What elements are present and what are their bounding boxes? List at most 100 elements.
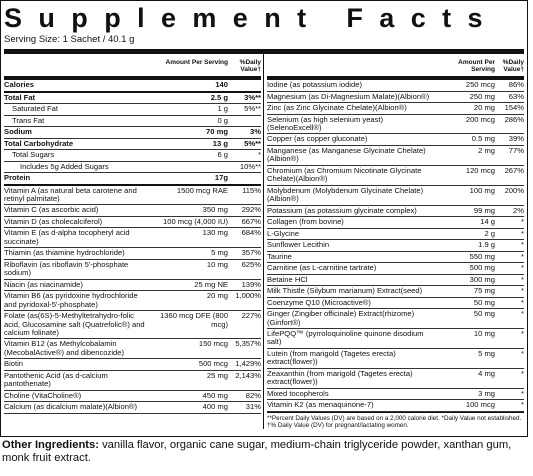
nutrient-amount: 120 mcg <box>465 165 495 175</box>
nutrient-amount: 20 mg <box>206 291 228 301</box>
nutrient-row: Saturated Fat 1 g 5%** <box>4 104 261 116</box>
nutrient-dv: * <box>521 297 524 307</box>
nutrient-row: Calories 140 <box>4 80 261 93</box>
nutrient-dv: 77% <box>508 145 524 155</box>
nutrient-row: Manganese (as Manganese Glycinate Chelat… <box>267 146 524 166</box>
nutrient-amount: 140 <box>215 80 228 89</box>
nutrient-name: Collagen (from bovine) <box>267 217 344 227</box>
nutrient-row: Copper (as copper gluconate) 0.5 mg 39% <box>267 134 524 146</box>
nutrient-name: Folate (as(6S)-5-Methyltetrahydro-folic … <box>4 311 145 337</box>
nutrient-dv: * <box>521 388 524 398</box>
nutrient-row: Sunflower Lecithin 1.9 g * <box>267 240 524 252</box>
nutrient-dv: 227% <box>241 311 261 321</box>
nutrient-dv: * <box>521 240 524 250</box>
nutrient-dv: * <box>521 217 524 227</box>
nutrient-amount: 300 mg <box>469 274 495 284</box>
nutrient-name: Coenzyme Q10 (Microactive®) <box>267 297 371 307</box>
nutrient-name: Vitamin K2 (as menaquinone-7) <box>267 400 374 410</box>
nutrient-dv: 1,000% <box>235 291 261 301</box>
nutrient-name: Vitamin A (as natural beta carotene and … <box>4 185 137 203</box>
nutrient-dv: 3%** <box>244 92 261 102</box>
nutrient-dv: 154% <box>504 103 524 112</box>
spacer <box>231 117 261 125</box>
nutrient-dv: 2,143% <box>235 370 261 380</box>
nutrient-row: Mixed tocopherols 3 mg * <box>267 389 524 401</box>
nutrient-dv: * <box>521 274 524 284</box>
nutrient-name: Calcium (as dicalcium malate)(Albion®) <box>4 402 138 412</box>
column-header: Amount Per Serving %Daily Value† <box>267 54 524 80</box>
nutrient-dv: * <box>521 228 524 238</box>
nutrient-name: Zeaxanthin (from marigold (Tagetes erect… <box>267 368 413 387</box>
nutrient-name: Manganese (as Manganese Glycinate Chelat… <box>267 145 426 164</box>
nutrient-row: Molybdenum (Molybdenum Glycinate Chelate… <box>267 186 524 206</box>
nutrient-amount: 250 mg <box>469 91 495 101</box>
nutrient-amount: 2 mg <box>478 145 495 155</box>
nutrient-row: Includes 5g Added Sugars 10%** <box>4 161 261 173</box>
nutrient-name: Lutein (from marigold (Tagetes erecta) e… <box>267 348 396 367</box>
nutrient-dv: 2% <box>513 205 524 215</box>
nutrient-name: Choline (VitaCholine®) <box>4 390 82 400</box>
serving-size: Serving Size: 1 Sachet / 40.1 g <box>4 34 524 54</box>
nutrient-row: Vitamin B6 (as pyridoxine hydrochloride … <box>4 291 261 312</box>
nutrient-name: Pantothenic Acid (as d-calcium pantothen… <box>4 370 108 389</box>
nutrient-amount: 100 mg <box>469 185 495 195</box>
nutrient-dv: * <box>521 368 524 378</box>
nutrient-row: L-Glycine 2 g * <box>267 229 524 241</box>
nutrient-row: Selenium (as high selenium yeast) (Selen… <box>267 115 524 135</box>
nutrient-amount: 400 mg <box>202 402 228 412</box>
nutrient-dv: * <box>521 400 524 410</box>
right-column: Amount Per Serving %Daily Value† Iodine (… <box>264 54 524 429</box>
left-rows: Calories 140 Total Fat 2.5 g 3%** Saturated F… <box>4 80 261 414</box>
nutrient-name: Zinc (as Zinc Glycinate Chelate)(Albion®… <box>267 103 407 112</box>
nutrient-name: Iodine (as potassium iodide) <box>267 80 362 89</box>
nutrient-name: Betaine HCl <box>267 274 308 284</box>
nutrient-row: Thiamin (as thiamine hydrochloride) 5 mg 3… <box>4 248 261 260</box>
supplement-facts-panel: Supplement Facts Serving Size: 1 Sachet … <box>0 0 528 437</box>
nutrient-row: Vitamin C (as ascorbic acid) 350 mg 292% <box>4 205 261 217</box>
nutrient-row: Potassium (as potassium glycinate comple… <box>267 206 524 218</box>
dv-header: %Daily Value† <box>502 59 524 73</box>
nutrient-row: Total Carbohydrate 13 g 5%** <box>4 138 261 150</box>
nutrient-row: Vitamin K2 (as menaquinone-7) 100 mcg * <box>267 400 524 412</box>
nutrient-name: Taurine <box>267 251 292 261</box>
nutrient-row: Biotin 500 mcg 1,429% <box>4 359 261 371</box>
nutrient-name: Mixed tocopherols <box>267 388 329 398</box>
nutrient-amount: 0.5 mg <box>471 134 495 144</box>
nutrient-dv: 625% <box>241 259 261 269</box>
nutrient-amount: 75 mg <box>473 286 495 296</box>
nutrient-dv: * <box>521 251 524 261</box>
nutrient-amount: 10 mg <box>206 259 228 269</box>
nutrient-row: Choline (VitaCholine®) 450 mg 82% <box>4 391 261 403</box>
nutrient-amount: 550 mg <box>469 251 495 261</box>
other-ingredients-text: vanilla flavor, organic cane sugar, medi… <box>2 439 512 464</box>
nutrient-row: Vitamin A (as natural beta carotene and … <box>4 186 261 206</box>
nutrient-name: Carnitine (as L-carnitine tartrate) <box>267 263 377 273</box>
nutrient-dv: 31% <box>245 402 261 412</box>
nutrient-amount: 99 mg <box>473 205 495 215</box>
nutrient-name: Molybdenum (Molybdenum Glycinate Chelate… <box>267 185 424 204</box>
nutrient-row: Vitamin B12 (as Methylcobalamin (Mecobal… <box>4 339 261 360</box>
nutrient-dv: 5%** <box>244 138 261 148</box>
nutrient-row: Vitamin D (as cholecalciferol) 100 mcg (4… <box>4 217 261 229</box>
nutrient-row: Folate (as(6S)-5-Methyltetrahydro-folic … <box>4 311 261 340</box>
nutrient-amount: 2.5 g <box>210 92 228 102</box>
nutrient-dv: 200% <box>504 185 524 195</box>
nutrient-name: Potassium (as potassium glycinate comple… <box>267 205 417 215</box>
nutrient-amount: 50 mg <box>473 297 495 307</box>
nutrient-row: Milk Thistle (Silybum marianum) Extract(… <box>267 286 524 298</box>
nutrient-amount: 0 g <box>217 115 228 125</box>
nutrient-name: Vitamin C (as ascorbic acid) <box>4 205 99 215</box>
nutrient-dv: 63% <box>508 91 524 101</box>
nutrient-amount: 1360 mcg DFE (800 mcg) <box>160 311 228 329</box>
nutrient-name: Milk Thistle (Silybum marianum) Extract(… <box>267 286 423 296</box>
dv-header: %Daily Value† <box>239 59 261 73</box>
nutrient-dv: 86% <box>508 80 524 89</box>
amount-header: Amount Per Serving <box>458 59 495 73</box>
nutrient-row: Taurine 550 mg * <box>267 252 524 264</box>
nutrient-amount: 500 mcg <box>198 359 228 369</box>
nutrient-name: L-Glycine <box>267 228 300 238</box>
nutrient-dv: 10%** <box>239 161 261 171</box>
nutrient-row: Ginger (Zingiber officinale) Extract(rhi… <box>267 309 524 330</box>
nutrient-amount: 5 mg <box>211 248 228 258</box>
left-column: Amount Per Serving %Daily Value† Calories… <box>4 54 264 430</box>
